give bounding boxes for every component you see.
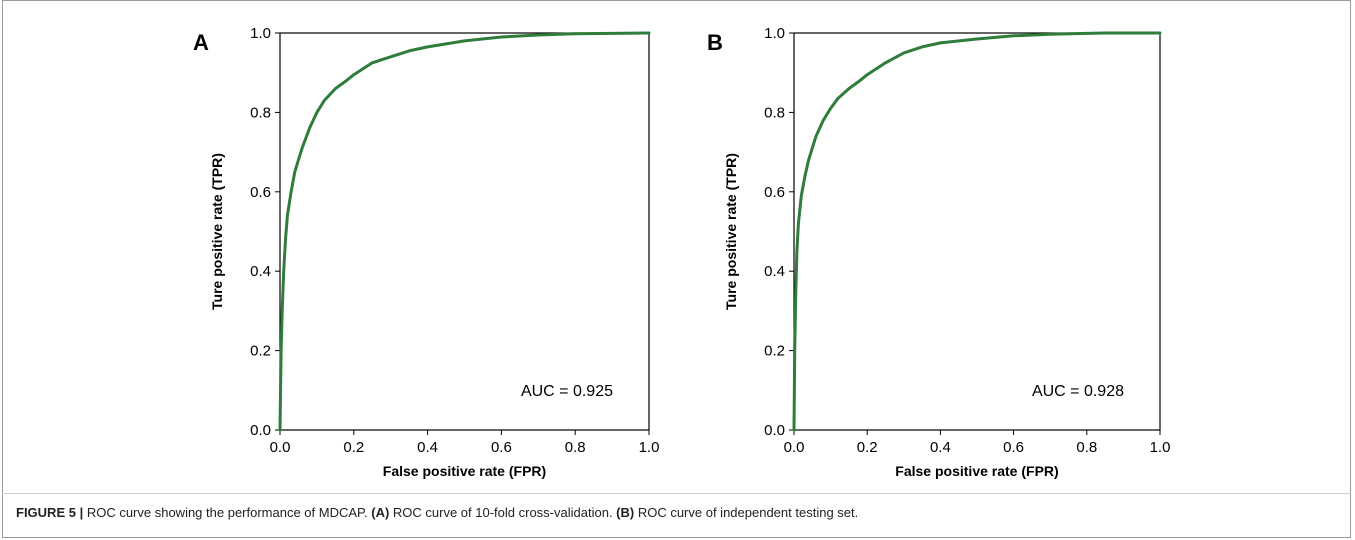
- y-tick-label: 0.4: [250, 263, 271, 280]
- y-tick-label: 0.6: [764, 184, 785, 201]
- auc-annotation: AUC = 0.928: [1032, 383, 1124, 400]
- y-tick-label: 0.4: [764, 263, 785, 280]
- x-axis-label: False positive rate (FPR): [383, 463, 546, 479]
- x-tick-label: 1.0: [639, 439, 660, 456]
- caption-text-2: ROC curve of 10-fold cross-validation.: [389, 505, 617, 520]
- y-tick-label: 0.0: [250, 422, 271, 439]
- panel-label: A: [193, 30, 209, 55]
- y-tick-label: 0.2: [764, 343, 785, 360]
- caption-text-1: ROC curve showing the performance of MDC…: [83, 505, 372, 520]
- panel-label: B: [707, 30, 723, 55]
- roc-curve-line: [792, 31, 1162, 432]
- x-tick-label: 0.2: [857, 439, 878, 456]
- y-tick-label: 0.0: [764, 422, 785, 439]
- x-axis-label: False positive rate (FPR): [895, 463, 1058, 479]
- x-tick-label: 0.0: [270, 439, 291, 456]
- chart-panel-b: 0.0 0.2 0.4 0.6 0.8 1.0 0.0 0.2 0.4 0.6 0.8 1.0 Fals…: [707, 25, 1170, 479]
- caption-label-a: (A): [371, 505, 390, 520]
- y-tick-label: 0.2: [250, 343, 271, 360]
- x-tick-label: 0.4: [417, 439, 438, 456]
- plot-frame: [793, 32, 1161, 431]
- y-tick-label: 0.6: [250, 184, 271, 201]
- caption-figure-label: FIGURE 5 |: [16, 505, 84, 520]
- x-tick-label: 0.6: [1003, 439, 1024, 456]
- figure-charts: 0.0 0.2 0.4 0.6 0.8 1.0 0.0 0.2 0.4 0.6 0.8 1.0 Fals…: [193, 25, 1170, 479]
- x-tick-label: 0.4: [930, 439, 951, 456]
- x-tick-label: 0.8: [565, 439, 586, 456]
- chart-panel-a: 0.0 0.2 0.4 0.6 0.8 1.0 0.0 0.2 0.4 0.6 0.8 1.0 Fals…: [193, 25, 659, 479]
- roc-curve-line: [278, 31, 651, 432]
- caption-label-b: (B): [616, 505, 635, 520]
- auc-annotation: AUC = 0.925: [521, 383, 613, 400]
- x-tick-label: 0.6: [491, 439, 512, 456]
- caption-text-3: ROC curve of independent testing set.: [634, 505, 859, 520]
- y-tick-label: 0.8: [250, 104, 271, 121]
- y-axis-label: Ture positive rate (TPR): [209, 153, 225, 310]
- y-tick-label: 1.0: [250, 25, 271, 42]
- x-tick-label: 1.0: [1150, 439, 1171, 456]
- plot-frame: [279, 32, 650, 431]
- caption-divider: [2, 493, 1351, 494]
- x-tick-label: 0.8: [1076, 439, 1097, 456]
- y-axis-label: Ture positive rate (TPR): [723, 153, 739, 310]
- x-tick-label: 0.0: [784, 439, 805, 456]
- figure-caption: FIGURE 5 | ROC curve showing the perform…: [16, 505, 1336, 520]
- y-tick-label: 1.0: [764, 25, 785, 42]
- x-tick-label: 0.2: [343, 439, 364, 456]
- y-tick-label: 0.8: [764, 104, 785, 121]
